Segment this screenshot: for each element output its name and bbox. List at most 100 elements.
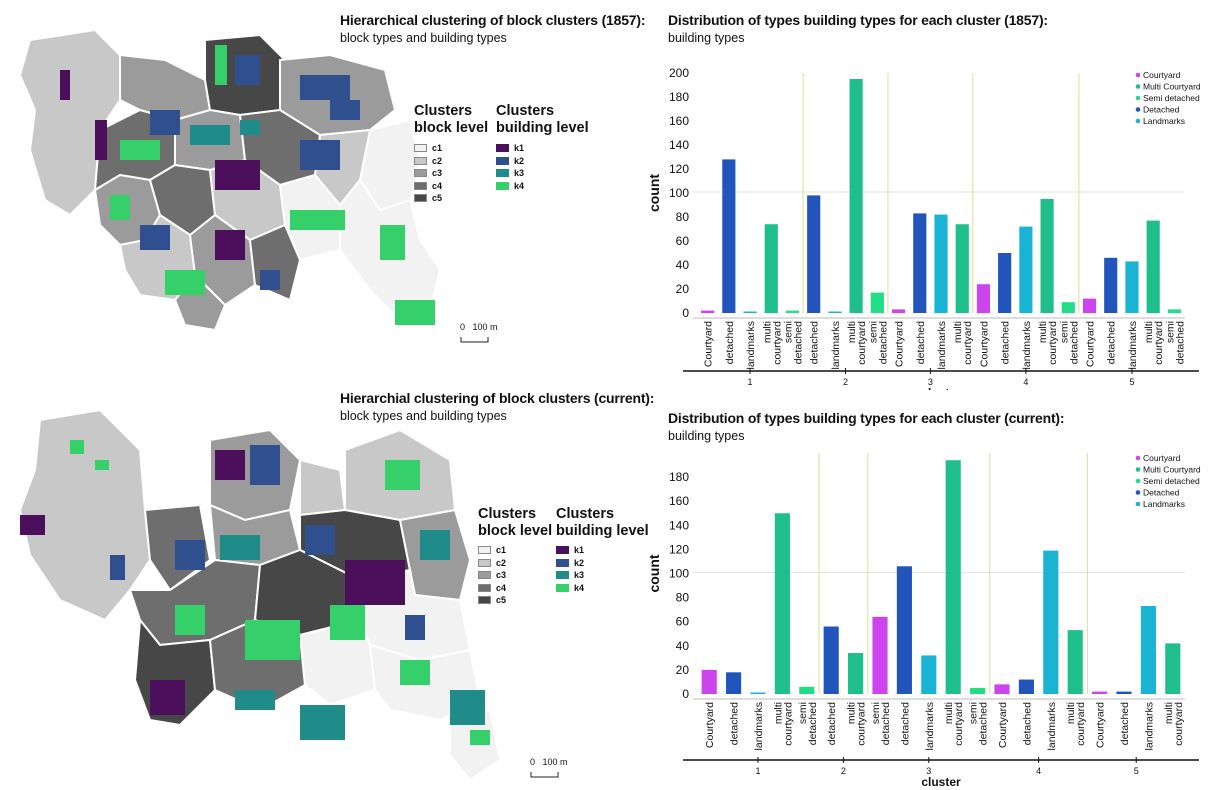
legend-marker	[1135, 84, 1141, 89]
map-1857-subtitle: block types and building types	[340, 31, 507, 45]
block-legend-item-c2: c2	[414, 156, 442, 166]
legend-label: Detached	[1143, 105, 1180, 115]
x-tick-label: semidetached	[968, 702, 990, 745]
legend-label: Landmarks	[1143, 116, 1185, 126]
legend-swatch	[414, 169, 427, 177]
x-tick-label: detached	[899, 702, 911, 745]
legend-label: c2	[496, 557, 507, 568]
legend-marker	[1135, 95, 1141, 101]
cluster-label: 3	[928, 377, 933, 387]
chart-current-heading: Distribution of types building types for…	[668, 410, 1065, 443]
bar-cluster1-landmarks	[750, 692, 766, 694]
bar-cluster1-Courtyard	[701, 669, 717, 694]
legend-swatch	[414, 194, 427, 202]
x-tick-label: landmarks	[936, 321, 948, 369]
bar-cluster5-landmarks	[1140, 606, 1156, 694]
legend-label: k2	[574, 557, 585, 568]
legend-swatch	[478, 558, 491, 567]
legend-label: Multi Courtyard	[1143, 465, 1201, 475]
y-tick-label: 100	[669, 567, 689, 581]
legend-swatch	[478, 546, 491, 554]
bar-cluster5-multi-courtyard	[1146, 220, 1160, 313]
legend-swatch	[496, 169, 509, 177]
bar-cluster1-detached	[726, 672, 742, 694]
bar-cluster5-semi-detached	[1167, 309, 1181, 313]
x-tick-label: landmarks	[830, 321, 842, 369]
bar-cluster5-landmarks	[1125, 261, 1139, 313]
x-tick-label: detached	[724, 321, 736, 364]
legend-marker	[1135, 478, 1141, 484]
building-legend-item-k1: k1	[556, 545, 584, 555]
bar-cluster1-detached	[722, 159, 736, 313]
legend-label: k3	[574, 570, 585, 580]
x-tick-label: semidetached	[782, 321, 804, 364]
cluster-label: 4	[1036, 766, 1041, 776]
bar-cluster3-semi-detached	[970, 687, 986, 694]
bar-cluster1-multi-courtyard	[764, 224, 778, 313]
x-tick-label: multicourtyard	[1065, 702, 1087, 746]
x-tick-label: semidetached	[867, 321, 889, 364]
building-legend-title-text: Clusters building level	[496, 103, 589, 136]
chart-current: 0 20 40 60 80 100 120 140 160 180 count Courtyard de…	[650, 453, 1201, 788]
x-tick-label: detached	[1106, 321, 1118, 364]
x-tick-label: detached	[809, 321, 821, 364]
bar-cluster1-landmarks	[743, 311, 757, 313]
bar-cluster3-detached	[913, 213, 927, 313]
y-tick-label: 80	[676, 591, 690, 605]
y-tick-label: 0	[682, 687, 689, 701]
x-tick-label: landmarks	[1127, 321, 1139, 369]
map-1857-title: Hierarchical clustering of block cluster…	[340, 12, 646, 28]
legend-swatch	[556, 583, 569, 592]
bar-cluster2-multi-courtyard	[848, 653, 864, 694]
legend-label: c2	[432, 155, 443, 166]
block-legend-item-c4: c4	[478, 583, 506, 593]
bar-cluster5-Courtyard	[1082, 298, 1097, 313]
block-legend-title-text: Clusters block level	[414, 103, 489, 136]
x-tick-label: multicourtyard	[952, 321, 974, 365]
legend-label: k1	[514, 143, 525, 153]
map-1857	[18, 28, 442, 332]
block-legend-item-c1: c1	[414, 143, 442, 153]
legend-marker	[1135, 118, 1141, 124]
building-legend-item-k2: k2	[556, 558, 584, 568]
x-tick-label: landmarks	[745, 321, 757, 369]
x-tick-label: multicourtyard	[846, 702, 868, 746]
x-tick-label: multicourtyard	[761, 321, 783, 365]
legend-swatch	[478, 596, 491, 604]
cluster-label: 1	[755, 766, 760, 776]
x-tick-label: multicourtyard	[772, 702, 794, 746]
scalebar-label: 0 100 m	[530, 757, 568, 767]
map-current-subtitle: block types and building types	[340, 409, 507, 423]
x-tick-label: semidetached	[1164, 321, 1186, 364]
x-tick-label: detached	[915, 321, 927, 364]
building-legend-item-k3: k3	[496, 168, 524, 178]
block-legend-item-c3: c3	[478, 570, 506, 580]
legend-label: c4	[496, 582, 507, 593]
building-legend-item-k2: k2	[496, 156, 524, 166]
cluster-label: 2	[841, 766, 846, 776]
bar-cluster2-detached	[823, 626, 839, 694]
x-tick-label: landmarks	[1021, 321, 1033, 369]
legend-label: k2	[514, 155, 525, 166]
y-tick-label: 140	[669, 518, 689, 532]
x-tick-label: multicourtyard	[846, 321, 868, 365]
building-legend-item-k1: k1	[496, 143, 524, 153]
bar-cluster4-multi-courtyard	[1067, 630, 1083, 694]
map-1857-building-legend-title: Clusters building level	[496, 103, 589, 137]
x-tick-label: detached	[729, 702, 741, 745]
block-legend-item-c2: c2	[478, 558, 506, 568]
legend-marker	[1135, 467, 1141, 472]
bar-cluster3-detached	[896, 566, 912, 694]
building-legend-item-k4: k4	[496, 181, 524, 191]
x-tick-label: multicourtyard	[1143, 321, 1165, 365]
legend-marker	[1135, 455, 1141, 461]
bar-cluster3-semi-detached	[872, 616, 888, 694]
bar-cluster5-detached	[1104, 257, 1118, 313]
legend-label: c5	[496, 595, 507, 605]
legend-swatch	[478, 571, 491, 579]
x-axis-label: cluster	[921, 386, 961, 390]
bar-cluster3-multi-courtyard	[945, 460, 961, 694]
x-tick-label: multicourtyard	[1037, 321, 1059, 365]
y-tick-label: 20	[676, 663, 690, 677]
y-axis-label: count	[650, 174, 662, 212]
